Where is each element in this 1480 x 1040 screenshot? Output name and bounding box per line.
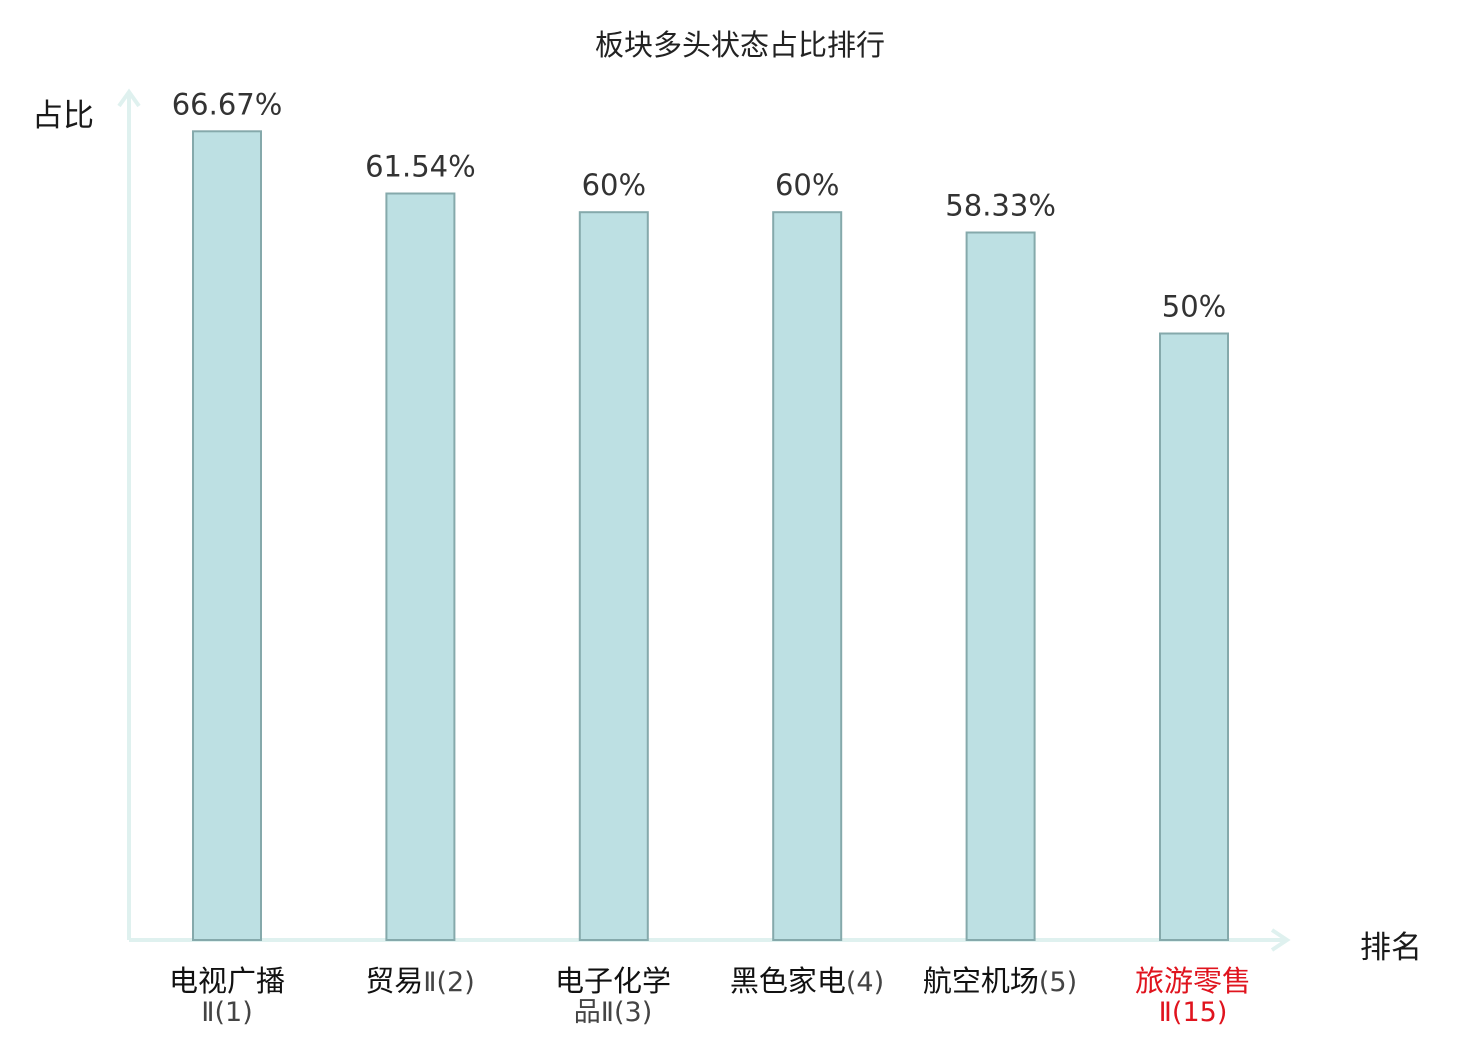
bar-1 [192,130,262,942]
axes [117,88,1291,952]
x-axis-label: 排名 [1360,930,1422,966]
category-name: 电子化学 [554,964,671,998]
category-label: 贸易Ⅱ(2) [320,966,520,1001]
value-label-5: 58.33% [945,189,1056,223]
x-axis-arrow-icon [1270,928,1291,952]
bar-3 [578,211,649,941]
category-rank: Ⅱ(15) [1158,997,1228,1028]
y-axis-arrow-icon [117,88,141,108]
y-axis-label: 占比 [32,98,94,134]
category-rank: Ⅱ(1) [201,997,253,1028]
bars [192,130,1229,942]
category-rank: (4) [845,967,885,998]
category-name: 贸易 [365,964,424,998]
category-name: 黑色家电 [729,964,846,998]
category-name: 航空机场 [922,964,1039,998]
category-label-highlighted: 旅游零售 Ⅱ(15) [1093,964,1293,1029]
category-label: 航空机场(5) [900,966,1100,1001]
value-label-6: 50% [1162,290,1226,324]
value-label-3: 60% [582,168,646,202]
chart-title: 板块多头状态占比排行 [594,28,885,62]
bar-6 [1159,332,1229,941]
category-label: 黑色家电(4) [707,966,907,1001]
category-rank: 品Ⅱ(3) [573,997,653,1028]
category-rank: Ⅱ(2) [423,967,475,998]
value-labels: 66.67% 61.54% 60% 60% 58.33% 50% [172,87,1227,323]
bar-4 [772,211,843,941]
category-name: 电视广播 [168,964,285,998]
category-label: 电子化学 品Ⅱ(3) [513,964,713,1029]
bar-5 [965,231,1036,941]
category-name: 旅游零售 [1134,964,1251,998]
category-rank: (5) [1038,967,1078,998]
value-label-4: 60% [775,168,839,202]
value-label-2: 61.54% [365,150,476,184]
category-label: 电视广播 Ⅱ(1) [127,964,327,1029]
value-label-1: 66.67% [172,87,283,121]
bar-2 [385,192,456,941]
